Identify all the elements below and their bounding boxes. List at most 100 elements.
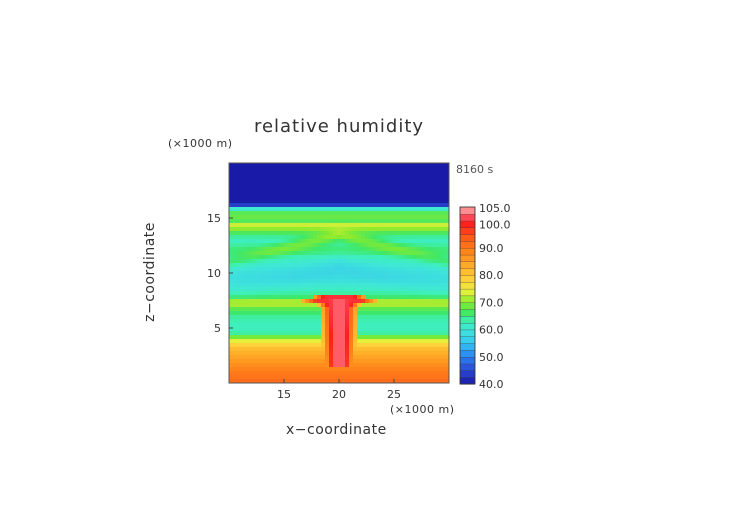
heatmap-cell bbox=[409, 287, 414, 292]
heatmap-cell bbox=[401, 187, 406, 192]
heatmap-cell bbox=[381, 351, 386, 356]
heatmap-cell bbox=[433, 343, 438, 348]
heatmap-cell bbox=[361, 327, 366, 332]
heatmap-cell bbox=[233, 259, 238, 264]
heatmap-cell bbox=[441, 375, 446, 380]
heatmap-cell bbox=[265, 215, 270, 220]
heatmap-cell bbox=[401, 319, 406, 324]
heatmap-cell bbox=[285, 287, 290, 292]
heatmap-cell bbox=[257, 303, 262, 308]
heatmap-cell bbox=[333, 379, 338, 383]
heatmap-cell bbox=[389, 223, 394, 228]
heatmap-cell bbox=[317, 179, 322, 184]
heatmap-cell bbox=[377, 323, 382, 328]
heatmap-cell bbox=[417, 231, 422, 236]
heatmap-cell bbox=[321, 275, 326, 280]
heatmap-cell bbox=[297, 207, 302, 212]
heatmap-cell bbox=[405, 283, 410, 288]
heatmap-cell bbox=[321, 215, 326, 220]
heatmap-cell bbox=[409, 183, 414, 188]
heatmap-cell bbox=[365, 279, 370, 284]
heatmap-cell bbox=[229, 171, 234, 176]
heatmap-cell bbox=[265, 179, 270, 184]
heatmap-cell bbox=[229, 343, 234, 348]
heatmap-cell bbox=[337, 307, 342, 312]
heatmap-cell bbox=[305, 275, 310, 280]
heatmap-cell bbox=[269, 191, 274, 196]
heatmap-cell bbox=[373, 379, 378, 383]
heatmap-cell bbox=[313, 323, 318, 328]
heatmap-cell bbox=[309, 327, 314, 332]
heatmap-cell bbox=[405, 327, 410, 332]
heatmap-cell bbox=[357, 163, 362, 168]
heatmap-cell bbox=[317, 375, 322, 380]
heatmap-cell bbox=[341, 287, 346, 292]
heatmap-cell bbox=[341, 307, 346, 312]
heatmap-cell bbox=[413, 167, 418, 172]
heatmap-cell bbox=[261, 379, 266, 383]
heatmap-cell bbox=[385, 339, 390, 344]
heatmap-cell bbox=[309, 291, 314, 296]
heatmap-cell bbox=[393, 207, 398, 212]
heatmap-cell bbox=[429, 191, 434, 196]
heatmap-cell bbox=[241, 163, 246, 168]
heatmap-cell bbox=[333, 175, 338, 180]
heatmap-cell bbox=[365, 231, 370, 236]
heatmap-cell bbox=[269, 367, 274, 372]
heatmap-cell bbox=[389, 303, 394, 308]
heatmap-cell bbox=[277, 251, 282, 256]
heatmap-cell bbox=[445, 263, 449, 268]
heatmap-cell bbox=[421, 287, 426, 292]
heatmap-cell bbox=[337, 247, 342, 252]
heatmap-cell bbox=[425, 311, 430, 316]
heatmap-cell bbox=[245, 183, 250, 188]
heatmap-cell bbox=[385, 171, 390, 176]
heatmap-cell bbox=[425, 263, 430, 268]
heatmap-cell bbox=[441, 207, 446, 212]
heatmap-cell bbox=[297, 271, 302, 276]
heatmap-cell bbox=[409, 291, 414, 296]
heatmap-cell bbox=[385, 231, 390, 236]
heatmap-cell bbox=[245, 175, 250, 180]
heatmap-cell bbox=[417, 167, 422, 172]
heatmap-cell bbox=[277, 291, 282, 296]
colorbar-swatch bbox=[459, 343, 476, 351]
heatmap-cell bbox=[325, 311, 330, 316]
heatmap-cell bbox=[445, 235, 449, 240]
heatmap-cell bbox=[365, 339, 370, 344]
heatmap-cell bbox=[437, 295, 442, 300]
heatmap-cell bbox=[249, 323, 254, 328]
heatmap-cell bbox=[365, 379, 370, 383]
heatmap-cell bbox=[365, 191, 370, 196]
heatmap-cell bbox=[269, 283, 274, 288]
heatmap-cell bbox=[233, 363, 238, 368]
heatmap-cell bbox=[369, 207, 374, 212]
heatmap-cell bbox=[369, 355, 374, 360]
heatmap-cell bbox=[433, 379, 438, 383]
heatmap-cell bbox=[393, 215, 398, 220]
heatmap-cell bbox=[297, 339, 302, 344]
heatmap-cell bbox=[305, 287, 310, 292]
heatmap-cell bbox=[425, 375, 430, 380]
heatmap-cell bbox=[281, 283, 286, 288]
heatmap-cell bbox=[253, 203, 258, 208]
heatmap-cell bbox=[405, 235, 410, 240]
heatmap-cell bbox=[345, 191, 350, 196]
heatmap-cell bbox=[289, 179, 294, 184]
heatmap-cell bbox=[349, 171, 354, 176]
heatmap-cell bbox=[293, 375, 298, 380]
heatmap-cell bbox=[269, 279, 274, 284]
heatmap-cell bbox=[273, 351, 278, 356]
heatmap-cell bbox=[289, 343, 294, 348]
heatmap-cell bbox=[329, 315, 334, 320]
heatmap-cell bbox=[385, 323, 390, 328]
heatmap-cell bbox=[353, 175, 358, 180]
heatmap-cell bbox=[317, 271, 322, 276]
heatmap-cell bbox=[253, 283, 258, 288]
heatmap-cell bbox=[409, 271, 414, 276]
heatmap-cell bbox=[257, 255, 262, 260]
heatmap-cell bbox=[433, 371, 438, 376]
heatmap-cell bbox=[249, 339, 254, 344]
heatmap-cell bbox=[277, 339, 282, 344]
heatmap-cell bbox=[377, 167, 382, 172]
